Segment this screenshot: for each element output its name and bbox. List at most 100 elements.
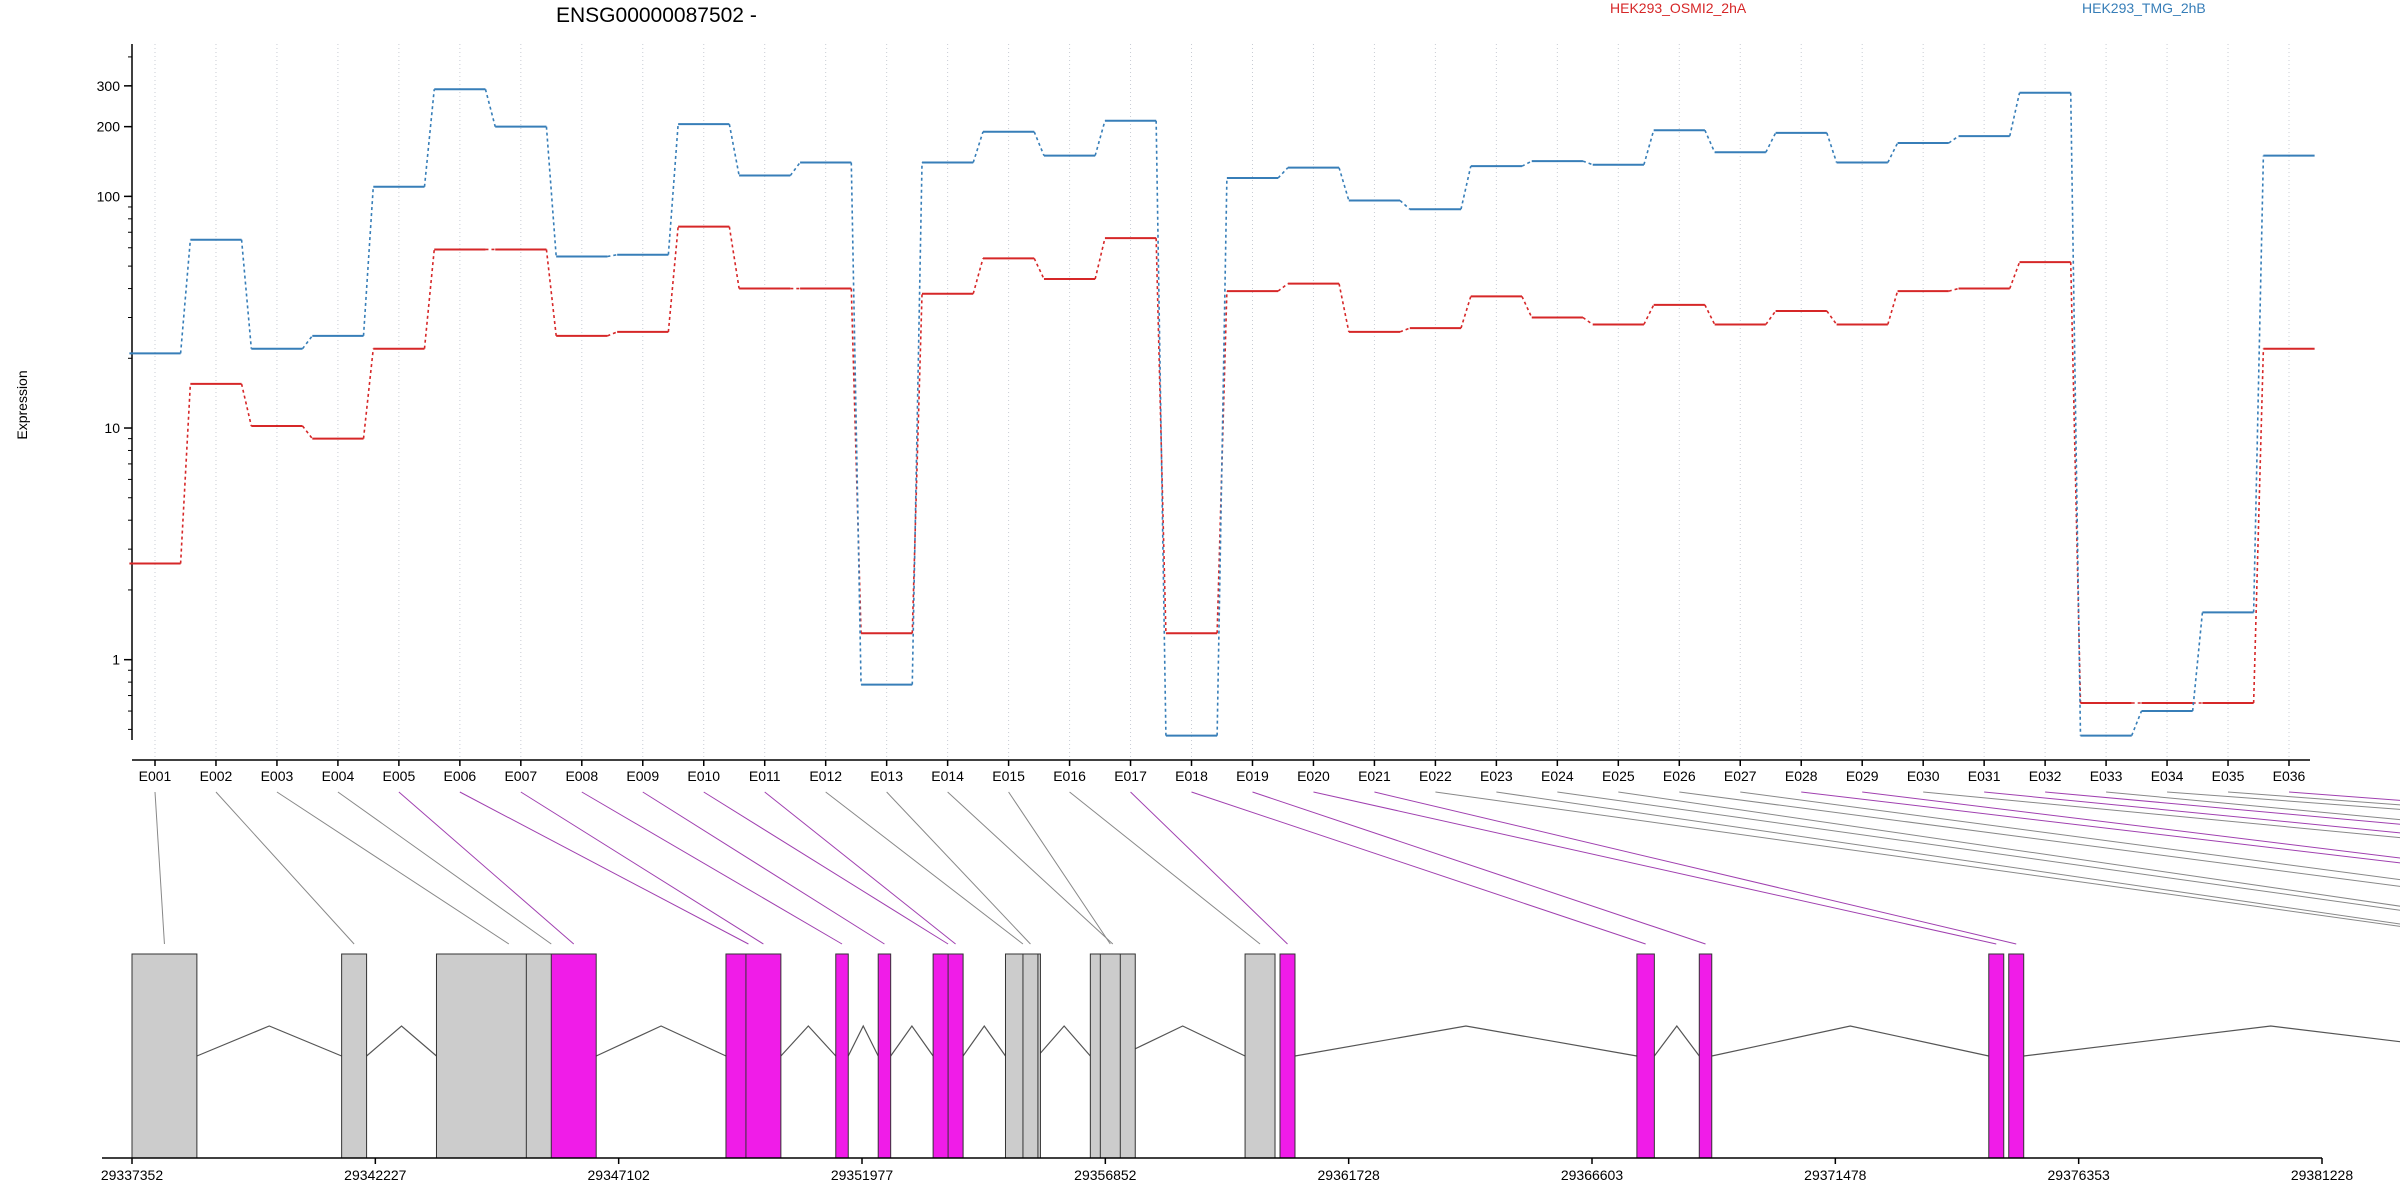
series-connector (728, 226, 740, 289)
exon-connector (886, 791, 1031, 945)
exon-connector (154, 791, 165, 945)
intron-line (196, 1025, 342, 1057)
series-connector (1765, 132, 1777, 153)
exon-block (835, 953, 849, 1159)
intron-line (1037, 1025, 1091, 1057)
exon-tick-label: E023 (1480, 768, 1513, 784)
series-connector (1460, 296, 1472, 329)
exon-block (341, 953, 368, 1159)
exon-tick-label: E021 (1358, 768, 1391, 784)
exon-tick-label: E012 (809, 768, 842, 784)
series-connector (667, 124, 679, 255)
exon-tick-label: E014 (931, 768, 964, 784)
exon-tick-label: E024 (1541, 768, 1574, 784)
series-connector (2069, 92, 2082, 736)
y-axis: 1 10 100 200 300 (97, 44, 133, 740)
exon-block (1988, 953, 2005, 1159)
series-lines (129, 88, 2315, 737)
exon-tick-label: E018 (1175, 768, 1208, 784)
genomic-tick-label: 29356852 (1074, 1167, 1137, 1183)
intron-line (1711, 1025, 1989, 1057)
vertical-gridlines (154, 44, 2290, 764)
chart-title: ENSG00000087502 - (556, 4, 757, 27)
exon-tick-label: E019 (1236, 768, 1269, 784)
x-axis-exons: E001 E002 E003 E004 E005 E006 E007 E008 E009 E010… (132, 759, 2310, 784)
intron-line (2023, 1025, 2400, 1057)
exon-tick-label: E035 (2212, 768, 2245, 784)
series-connector (1643, 304, 1655, 325)
exon-tick-label: E002 (200, 768, 233, 784)
series-connector (484, 89, 496, 127)
exon-connector (642, 791, 885, 945)
exon-tick-label: E017 (1114, 768, 1147, 784)
exon-tick-label: E010 (687, 768, 720, 784)
exon-connector (459, 791, 749, 945)
exon-connector (1496, 791, 2400, 925)
exon-connector (398, 791, 575, 945)
exon-connector (2106, 791, 2400, 821)
series-connector (2191, 612, 2204, 712)
exon-connector (1313, 791, 1997, 945)
genomic-coordinate-axis: 29337352 29342227 29347102 29351977 29356852… (101, 1157, 2353, 1183)
exon-block (1279, 953, 1296, 1159)
exon-block (1099, 953, 1121, 1159)
series-connector (1094, 120, 1106, 156)
y-tick-label: 1 (112, 652, 120, 668)
exon-tick-label: E005 (383, 768, 416, 784)
exon-connector (1618, 791, 2400, 907)
series-connector (362, 186, 375, 336)
exon-connector (825, 791, 1024, 945)
series-connector (1521, 160, 1533, 167)
series-connector (1399, 327, 1411, 333)
exon-tick-label: E033 (2090, 768, 2123, 784)
series-connector (789, 162, 801, 177)
exon-connector (1557, 791, 2400, 911)
exon-tick-label: E015 (992, 768, 1025, 784)
series-connector (301, 335, 313, 350)
exon-tick-label: E034 (2151, 768, 2184, 784)
genomic-tick-label: 29337352 (101, 1167, 164, 1183)
exon-connector (703, 791, 949, 945)
series-connector (1033, 258, 1045, 280)
series-connector (1887, 142, 1899, 163)
exon-connector (581, 791, 843, 945)
exon-tick-label: E028 (1785, 768, 1818, 784)
genomic-tick-label: 29371478 (1804, 1167, 1867, 1183)
series-connector (2009, 261, 2021, 289)
exon-tick-label: E031 (1968, 768, 2001, 784)
series-connector (545, 249, 557, 336)
series-connector (850, 288, 862, 634)
series-connector (607, 331, 618, 337)
series-connector (423, 89, 436, 187)
series-connector (1826, 310, 1838, 325)
exon-tick-label: E004 (322, 768, 355, 784)
y-tick-label: 200 (97, 119, 121, 135)
exon-connector (1923, 791, 2400, 839)
series-connector (1643, 130, 1655, 165)
exon-block (131, 953, 198, 1159)
exon-block (550, 953, 597, 1159)
series-connector (423, 249, 436, 349)
series-connector (362, 348, 375, 439)
intron-line (1653, 1024, 1700, 1057)
exon-block (2008, 953, 2025, 1159)
series-connector (179, 383, 192, 564)
exon-tick-label: E022 (1419, 768, 1452, 784)
exon-connector (2045, 791, 2400, 825)
exon-tick-label: E013 (870, 768, 903, 784)
exon-tick-label: E001 (139, 768, 172, 784)
series-connector (911, 293, 923, 634)
series-connector (1338, 167, 1350, 201)
exon-connector (1984, 791, 2400, 834)
exon-tick-label: E029 (1846, 768, 1879, 784)
intron-line (1120, 1025, 1246, 1057)
series-connector (1582, 160, 1593, 166)
series-connector (1033, 131, 1045, 156)
intron-line (366, 1025, 437, 1057)
exon-tick-label: E020 (1297, 768, 1330, 784)
series-connector (1887, 290, 1899, 325)
series-connector (1582, 316, 1594, 326)
genomic-tick-label: 29366603 (1561, 1167, 1624, 1183)
exon-tick-label: E030 (1907, 768, 1940, 784)
